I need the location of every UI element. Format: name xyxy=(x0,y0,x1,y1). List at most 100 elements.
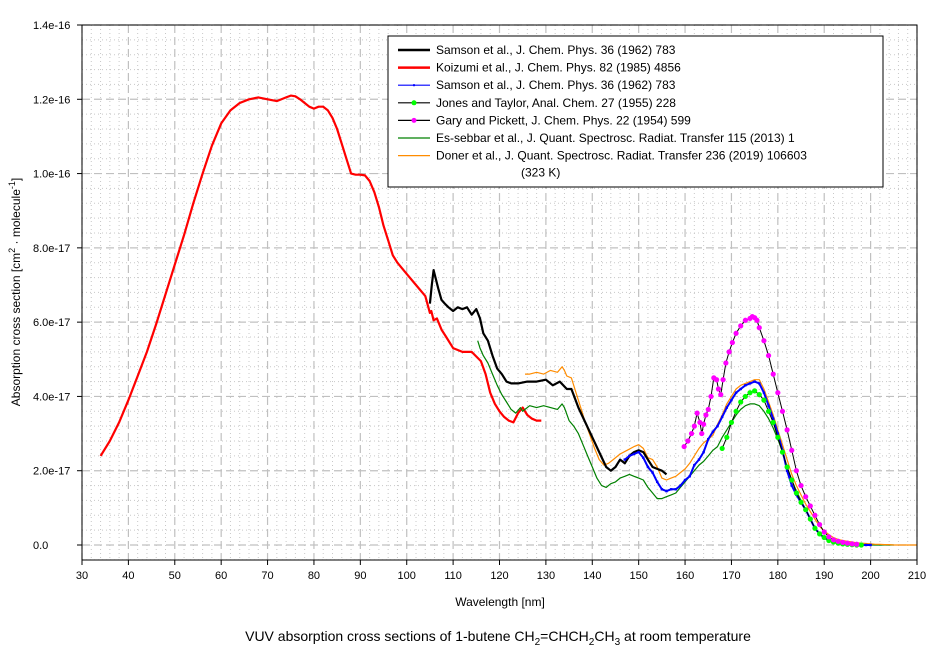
data-point xyxy=(742,393,748,400)
data-point xyxy=(718,391,724,398)
data-point xyxy=(702,450,705,454)
series-layer xyxy=(99,94,917,548)
legend-marker xyxy=(411,117,417,123)
data-point xyxy=(660,488,664,491)
data-point xyxy=(844,540,851,546)
legend-item: Doner et al., J. Quant. Spectrosc. Radia… xyxy=(398,149,807,180)
series-3 xyxy=(719,388,864,548)
x-tick-label: 110 xyxy=(444,570,462,582)
x-tick-label: 90 xyxy=(354,570,366,582)
caption-mid2: CH xyxy=(594,628,614,644)
data-point xyxy=(816,531,823,537)
data-point xyxy=(734,391,738,394)
data-point xyxy=(651,471,654,474)
data-point xyxy=(738,399,744,405)
y-tick-label: 1.2e-16 xyxy=(33,94,70,106)
data-point xyxy=(807,516,813,522)
legend-item: Gary and Pickett, J. Chem. Phys. 22 (195… xyxy=(398,113,691,127)
data-point xyxy=(771,417,775,420)
data-point xyxy=(770,419,776,426)
data-point xyxy=(753,380,756,383)
data-point xyxy=(738,323,744,329)
data-point xyxy=(725,406,729,409)
data-point xyxy=(775,434,781,440)
x-tick-label: 80 xyxy=(308,570,320,582)
data-point xyxy=(854,541,860,547)
legend: Samson et al., J. Chem. Phys. 36 (1962) … xyxy=(387,35,884,188)
x-tick-label: 30 xyxy=(76,570,88,582)
y-axis: 0.0 2.0e-17 4.0e-17 6.0e-17 8.0e-17 1.0e-16 1.… xyxy=(33,20,82,552)
data-point xyxy=(767,404,770,407)
data-point xyxy=(719,445,725,452)
series-4 xyxy=(681,313,860,547)
data-point xyxy=(728,419,735,426)
series-line xyxy=(721,390,862,546)
legend-item: Es-sebbar et al., J. Quant. Spectrosc. R… xyxy=(398,131,795,145)
series-line xyxy=(683,316,857,545)
legend-label: Gary and Pickett, J. Chem. Phys. 22 (195… xyxy=(436,113,691,127)
data-point xyxy=(665,489,668,493)
data-point xyxy=(720,415,724,419)
data-point xyxy=(685,438,691,444)
x-tick-label: 210 xyxy=(908,570,926,582)
data-point xyxy=(775,390,781,396)
data-point xyxy=(699,430,705,437)
data-point xyxy=(623,458,626,461)
x-tick-label: 140 xyxy=(583,570,601,582)
y-tick-label: 0.0 xyxy=(33,540,48,552)
data-point xyxy=(714,377,720,383)
data-point xyxy=(754,317,760,323)
data-point xyxy=(733,330,739,336)
data-point xyxy=(697,458,701,461)
data-point xyxy=(724,434,730,440)
data-point xyxy=(812,525,818,531)
x-tick-label: 160 xyxy=(676,570,694,582)
series-5 xyxy=(477,340,894,546)
data-point xyxy=(646,465,650,469)
data-point xyxy=(701,421,707,427)
data-point xyxy=(830,537,837,543)
data-point xyxy=(835,538,841,544)
data-point xyxy=(864,543,868,547)
data-point xyxy=(674,488,677,491)
data-point xyxy=(669,488,673,491)
data-point xyxy=(748,382,752,385)
legend-marker xyxy=(413,84,415,87)
data-point xyxy=(705,406,711,413)
data-point xyxy=(756,391,762,398)
data-point xyxy=(694,410,700,416)
data-point xyxy=(729,339,735,346)
x-tick-label: 180 xyxy=(769,570,787,582)
data-point xyxy=(789,477,795,483)
x-tick-label: 100 xyxy=(398,570,416,582)
y-tick-label: 1.4e-16 xyxy=(33,20,70,32)
legend-box xyxy=(387,35,884,188)
x-tick-label: 70 xyxy=(261,570,273,582)
y-tick-label: 8.0e-17 xyxy=(33,243,70,255)
data-point xyxy=(784,427,790,433)
x-axis: 30 40 50 60 70 80 90 100 110 120 130 140 150 160 170 18… xyxy=(76,560,926,582)
y-axis-title-mid: · molecule xyxy=(9,189,23,248)
x-tick-label: 150 xyxy=(629,570,647,582)
data-point xyxy=(744,384,747,387)
data-point xyxy=(739,387,742,391)
data-point xyxy=(656,480,659,484)
legend-label: Samson et al., J. Chem. Phys. 36 (1962) … xyxy=(436,43,676,57)
data-point xyxy=(765,408,772,414)
caption-mid1: =CHCH xyxy=(540,628,589,644)
legend-label: Doner et al., J. Quant. Spectrosc. Radia… xyxy=(436,149,807,163)
data-point xyxy=(707,437,710,441)
data-point xyxy=(789,447,795,453)
legend-item: Koizumi et al., J. Chem. Phys. 82 (1985)… xyxy=(398,61,681,75)
data-point xyxy=(779,449,786,455)
data-point xyxy=(803,494,809,500)
x-tick-label: 170 xyxy=(722,570,740,582)
data-point xyxy=(807,503,813,509)
legend-item: Samson et al., J. Chem. Phys. 36 (1962) … xyxy=(398,43,676,57)
data-point xyxy=(793,468,799,474)
series-line xyxy=(99,94,542,457)
legend-marker xyxy=(411,100,417,106)
legend-item: Samson et al., J. Chem. Phys. 36 (1962) … xyxy=(398,78,676,92)
data-point xyxy=(776,432,780,435)
caption-sub1: 2 xyxy=(535,637,541,648)
